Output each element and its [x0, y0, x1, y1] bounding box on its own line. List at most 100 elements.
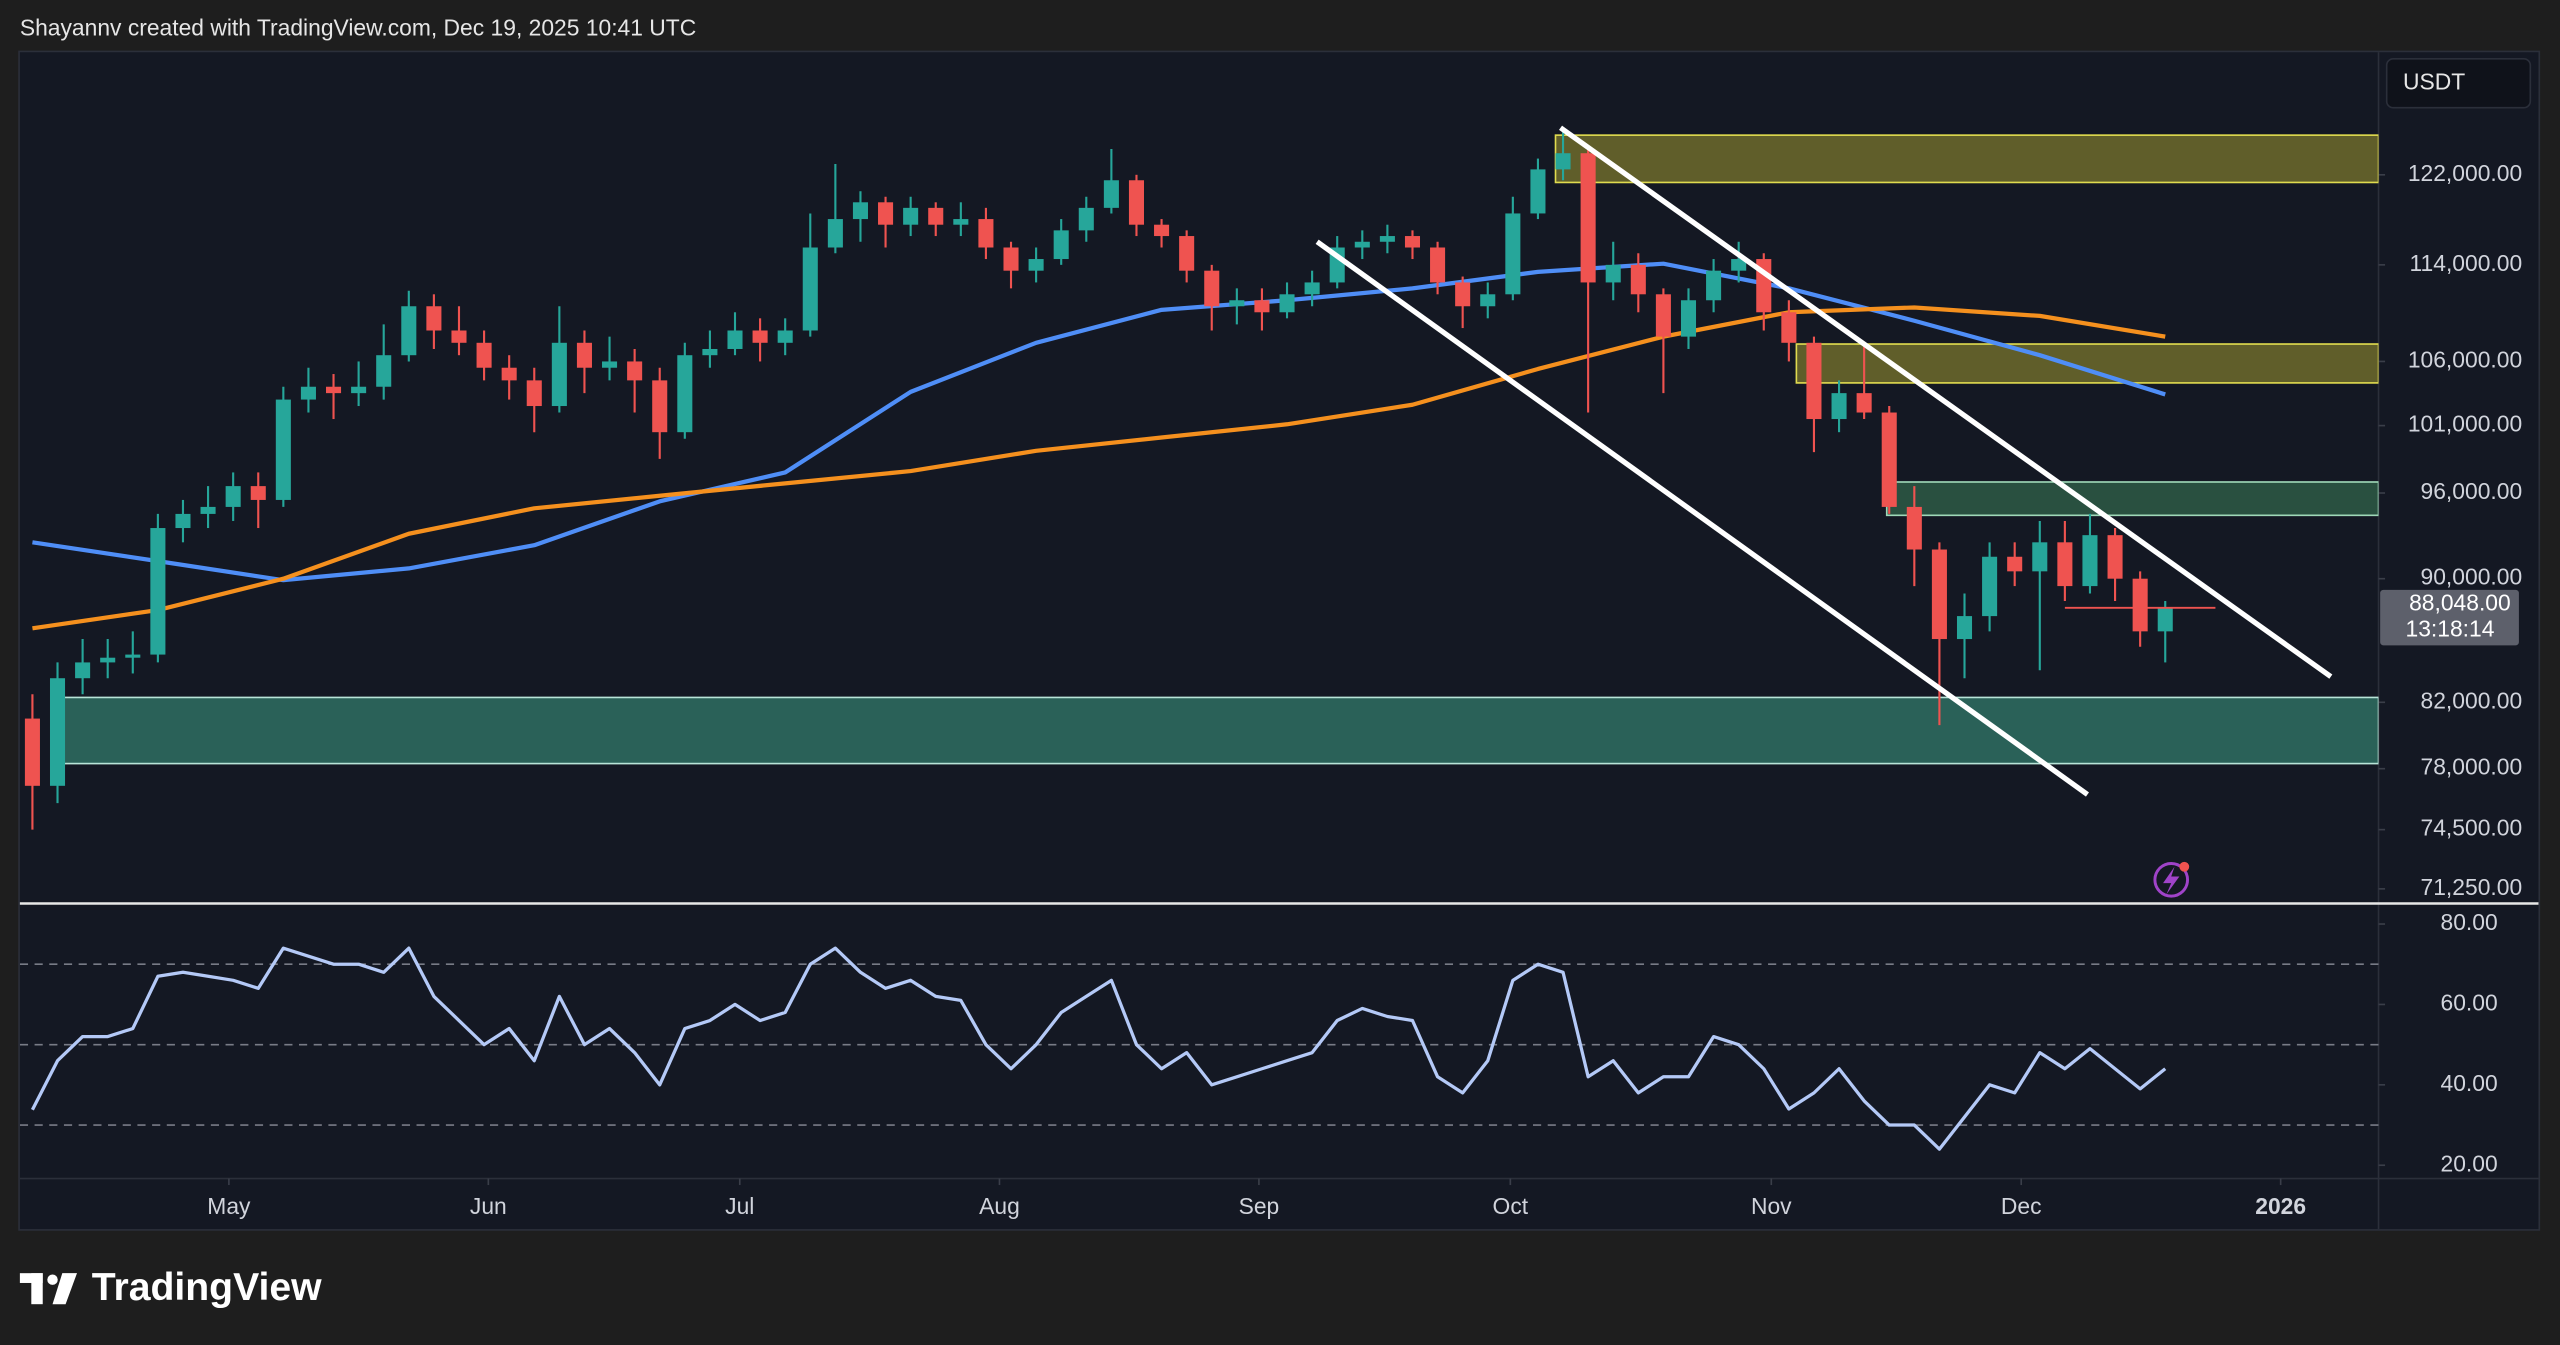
candle-body [978, 219, 994, 248]
candle-body [2107, 535, 2123, 579]
candle-body [1580, 153, 1596, 283]
candle-body [2057, 542, 2073, 587]
x-tick-label: May [207, 1193, 251, 1219]
candle-body [551, 342, 567, 407]
candle-body [1781, 312, 1797, 343]
candle-body [501, 367, 517, 381]
axes: May Jun Jul Aug Sep Oct Nov Dec 2026 122,000.00 11… [207, 160, 2522, 1219]
y-tick-label: 74,500.00 [2421, 815, 2523, 841]
candle-body [1103, 180, 1119, 208]
countdown-label: 13:18:14 [2405, 616, 2494, 642]
candle-body [652, 380, 668, 433]
candle-body [2157, 607, 2173, 632]
x-tick-label: Jun [470, 1193, 507, 1219]
candle-body [200, 506, 216, 514]
candle-body [1680, 300, 1697, 337]
zone [1795, 343, 2379, 384]
y-tick-label: 40.00 [2441, 1070, 2498, 1096]
candle-body [1831, 393, 1847, 420]
candle-body [953, 219, 969, 225]
candle-body [802, 247, 818, 331]
candle-body [1505, 213, 1521, 295]
candle-body [1003, 247, 1019, 271]
x-tick-label: Jul [725, 1193, 754, 1219]
y-tick-label: 106,000.00 [2408, 346, 2522, 372]
brand-name: TradingView [92, 1266, 322, 1309]
candle-body [576, 342, 592, 368]
last-price-box [2380, 589, 2519, 646]
candle-body [1078, 207, 1094, 231]
candle-body [1555, 153, 1571, 170]
y-tick-label: 80.00 [2441, 909, 2498, 935]
candle-body [1480, 294, 1496, 307]
candle-body [75, 662, 91, 679]
last-price-label: 88,048.00 [2409, 590, 2511, 616]
y-tick-label: 78,000.00 [2421, 754, 2523, 780]
y-tick-label: 114,000.00 [2410, 250, 2523, 276]
candle-body [1731, 259, 1747, 271]
candle-body [175, 513, 191, 529]
candle-body [250, 486, 266, 500]
candle-body [1806, 342, 1822, 420]
candle-body [1856, 393, 1872, 413]
candle-body [125, 654, 141, 658]
candle-body [1655, 294, 1671, 337]
trendline [1315, 239, 2089, 797]
candle-body [878, 202, 894, 225]
candle-body [1304, 282, 1320, 295]
candle-body [1229, 300, 1245, 307]
moving-average [32, 261, 2166, 583]
candle-body [827, 219, 843, 248]
candle-body [602, 361, 618, 368]
candle-body [1982, 556, 1998, 617]
candle-body [351, 386, 367, 394]
candle-body [2132, 578, 2148, 632]
trendline [1559, 125, 2333, 679]
candle-body [1354, 241, 1370, 248]
y-tick-label: 20.00 [2441, 1150, 2498, 1176]
candle-body [1028, 259, 1044, 271]
candle-body [326, 386, 342, 394]
brand-logo [19, 1273, 78, 1305]
y-tick-label: 60.00 [2441, 989, 2498, 1015]
candle-body [1931, 549, 1947, 640]
candle-body [1254, 300, 1270, 313]
x-tick-label: Sep [1239, 1193, 1280, 1219]
x-tick-label: 2026 [2255, 1193, 2306, 1219]
candle-body [376, 355, 392, 387]
alert-icon [2153, 861, 2190, 898]
y-tick-label: 82,000.00 [2421, 687, 2523, 713]
currency-box [2385, 57, 2532, 109]
price-pane [24, 125, 2379, 830]
x-tick-label: Nov [1751, 1193, 1792, 1219]
x-tick-label: Oct [1493, 1193, 1529, 1219]
moving-average [32, 305, 2166, 631]
candle-body [100, 657, 116, 663]
candle-body [426, 306, 442, 331]
zone [1885, 481, 2379, 517]
candle-body [2082, 535, 2098, 587]
candle-body [677, 355, 693, 433]
candle-body [1204, 270, 1220, 307]
candle-body [928, 207, 944, 225]
currency: USDT [2403, 68, 2465, 94]
candle-body [1128, 180, 1144, 225]
candle-body [1630, 264, 1646, 295]
x-tick-label: Aug [979, 1193, 1020, 1219]
x-tick-label: Dec [2001, 1193, 2042, 1219]
y-tick-label: 90,000.00 [2421, 564, 2523, 590]
candle-body [275, 399, 291, 500]
candle-body [752, 330, 768, 343]
y-tick-label: 96,000.00 [2421, 478, 2523, 504]
candle-body [1956, 616, 1973, 640]
candle-body [451, 330, 467, 343]
candle-body [1179, 236, 1195, 271]
y-tick-label: 122,000.00 [2408, 160, 2522, 186]
candle-body [1379, 236, 1395, 242]
candle-body [476, 342, 492, 368]
candle-body [1605, 264, 1621, 283]
rsi-line [30, 946, 2167, 1151]
